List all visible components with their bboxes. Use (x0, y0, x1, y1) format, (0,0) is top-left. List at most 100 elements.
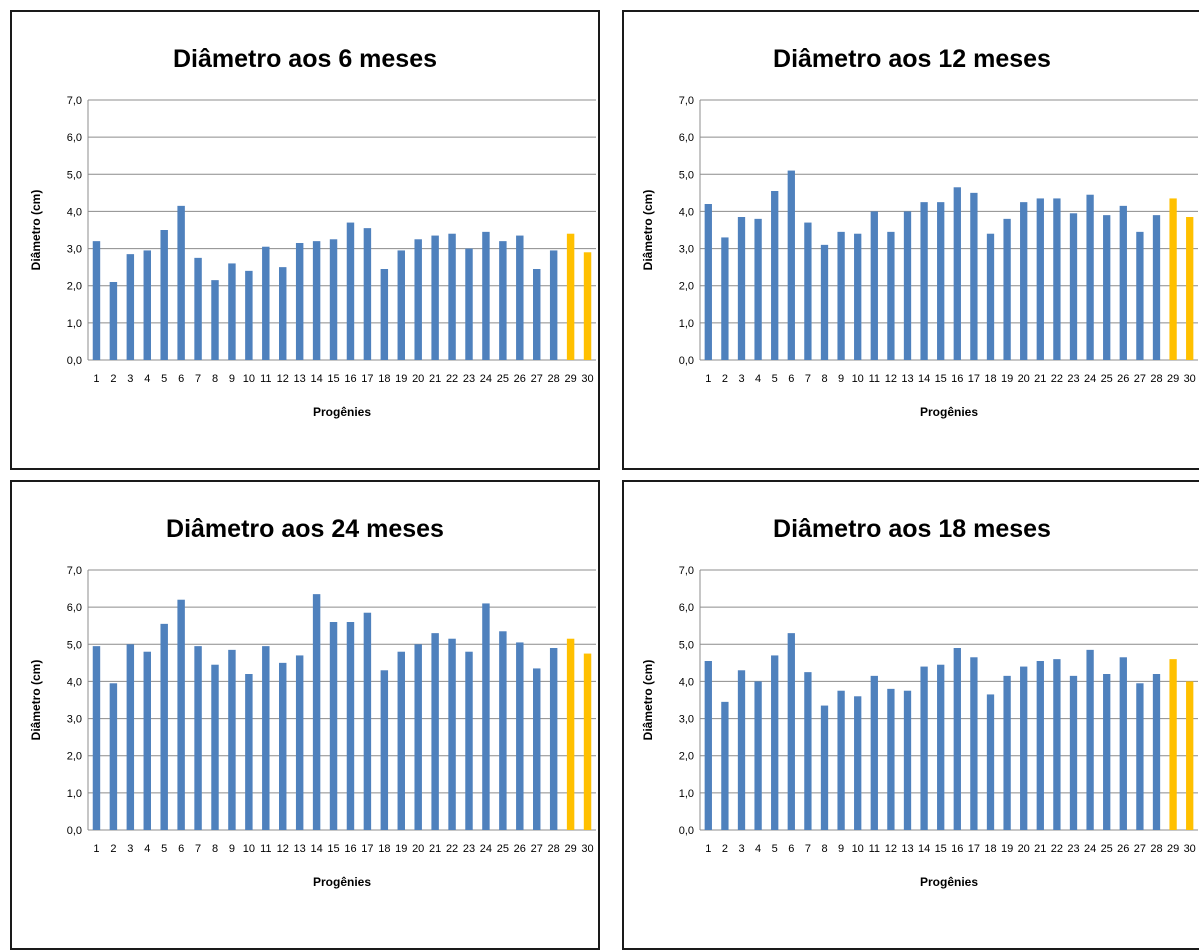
bar-progenie-17 (363, 228, 372, 360)
x-tick-label: 16 (951, 843, 963, 855)
bar-progenie-13 (295, 243, 304, 360)
x-tick-label: 6 (178, 373, 184, 385)
bar-progenie-3 (126, 644, 135, 830)
y-tick-label: 0,0 (67, 355, 82, 367)
x-tick-label: 3 (127, 843, 133, 855)
bar-chart-6-months: Diâmetro aos 6 meses 0,0 1,0 2,0 3,0 4,0 5,0 6,… (29, 45, 596, 419)
bar-progenie-3 (737, 670, 746, 830)
y-tick-label: 2,0 (679, 751, 694, 763)
x-tick-label: 27 (531, 843, 543, 855)
x-tick-label: 1 (93, 373, 99, 385)
bar-progenie-27 (533, 668, 541, 830)
x-tick-label: 10 (852, 843, 864, 855)
bar-progenie-2 (109, 282, 118, 360)
x-tick-label: 19 (1001, 843, 1013, 855)
bar-progenie-12 (279, 267, 287, 360)
x-tick-label: 3 (738, 843, 744, 855)
y-tick-label: 6,0 (67, 602, 82, 614)
bar-progenie-30 (1186, 217, 1194, 360)
bar-progenie-1 (704, 661, 712, 830)
bar-progenie-12 (887, 231, 895, 360)
x-tick-label: 18 (984, 843, 996, 855)
chart-title: Diâmetro aos 6 meses (173, 45, 437, 73)
y-tick-label: 1,0 (679, 788, 694, 800)
bar-progenie-24 (1086, 194, 1094, 360)
x-tick-label: 21 (429, 843, 441, 855)
x-tick-label: 30 (581, 843, 593, 855)
x-tick-label: 15 (327, 843, 339, 855)
x-tick-label: 11 (260, 843, 271, 855)
bar-progenie-11 (262, 646, 270, 830)
x-tick-label: 16 (951, 373, 963, 385)
bar-progenie-20 (1020, 202, 1028, 360)
x-tick-label: 22 (1051, 843, 1063, 855)
bar-progenie-15 (329, 622, 338, 830)
bar-progenie-19 (397, 250, 405, 360)
bar-progenie-26 (1119, 205, 1127, 360)
bar-progenie-23 (1069, 213, 1078, 360)
x-tick-label: 7 (805, 843, 811, 855)
bar-progenie-6 (787, 170, 795, 360)
bar-progenie-22 (448, 233, 456, 360)
x-tick-label: 27 (1134, 373, 1146, 385)
x-tick-label: 18 (378, 843, 390, 855)
x-tick-label: 16 (344, 843, 356, 855)
bar-progenie-4 (754, 218, 762, 360)
x-tick-label: 23 (1067, 373, 1079, 385)
x-tick-label: 9 (838, 373, 844, 385)
bar-progenie-25 (499, 241, 507, 360)
bar-progenie-16 (953, 187, 961, 360)
y-tick-label: 1,0 (67, 318, 82, 330)
bar-progenie-10 (245, 674, 253, 830)
x-tick-label: 4 (144, 843, 150, 855)
bar-progenie-5 (160, 623, 168, 830)
bar-progenie-1 (92, 646, 101, 830)
x-tick-label: 10 (243, 843, 255, 855)
y-tick-label: 2,0 (679, 281, 694, 293)
x-tick-label: 12 (277, 373, 289, 385)
bar-progenie-13 (295, 655, 304, 830)
bar-progenie-1 (92, 241, 101, 360)
bar-chart-18-months: Diâmetro aos 18 meses 0,0 1,0 2,0 3,0 4,0 5,0 6… (641, 515, 1198, 889)
x-tick-label: 1 (93, 843, 99, 855)
x-tick-label: 5 (772, 373, 778, 385)
bar-progenie-6 (787, 633, 795, 830)
x-tick-label: 11 (869, 843, 880, 855)
x-tick-label: 11 (869, 373, 880, 385)
x-tick-label: 9 (229, 843, 235, 855)
y-axis-title: Diâmetro (cm) (641, 190, 655, 271)
bar-progenie-3 (737, 217, 746, 360)
y-tick-label: 6,0 (679, 602, 694, 614)
bar-progenie-27 (1136, 231, 1144, 360)
bar-progenie-7 (804, 222, 812, 360)
x-tick-label: 12 (885, 843, 897, 855)
x-tick-label: 22 (446, 373, 458, 385)
bar-progenie-30 (1186, 681, 1194, 830)
x-tick-label: 25 (497, 843, 509, 855)
x-tick-label: 17 (968, 843, 980, 855)
bar-progenie-14 (920, 202, 928, 360)
bar-progenie-28 (549, 648, 558, 830)
x-tick-label: 12 (885, 373, 897, 385)
x-tick-label: 15 (935, 843, 947, 855)
y-tick-label: 7,0 (67, 95, 82, 107)
x-tick-label: 8 (212, 373, 218, 385)
bar-progenie-14 (312, 594, 321, 830)
x-tick-label: 25 (1101, 843, 1113, 855)
x-tick-label: 3 (738, 373, 744, 385)
bar-progenie-23 (465, 248, 473, 360)
bar-progenie-21 (431, 633, 439, 830)
bar-progenie-10 (854, 233, 862, 360)
y-tick-label: 7,0 (67, 565, 82, 577)
y-tick-label: 1,0 (67, 788, 82, 800)
bar-progenie-13 (903, 211, 912, 360)
bar-progenie-7 (804, 672, 812, 830)
bar-progenie-5 (160, 230, 168, 360)
bar-progenie-22 (1053, 198, 1061, 360)
bar-progenie-5 (771, 191, 779, 360)
bar-progenie-28 (1152, 674, 1161, 830)
bar-progenie-22 (1053, 659, 1061, 830)
y-tick-label: 5,0 (679, 169, 694, 181)
bar-progenie-9 (837, 231, 845, 360)
x-tick-label: 21 (1034, 373, 1046, 385)
